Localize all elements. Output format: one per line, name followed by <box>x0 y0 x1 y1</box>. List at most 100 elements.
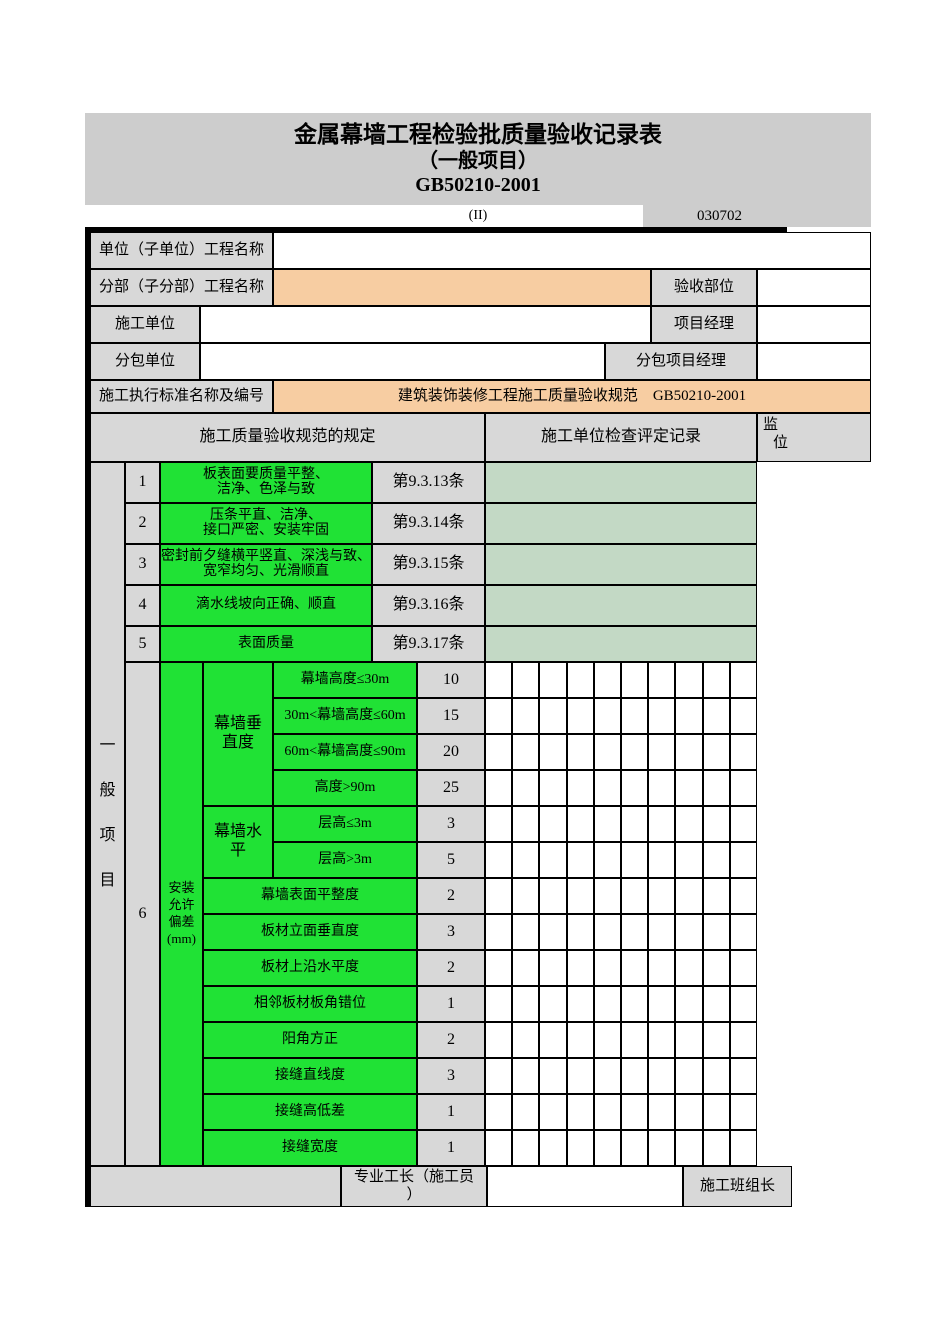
measure-cell[interactable] <box>566 842 594 878</box>
measure-cell[interactable] <box>621 1094 649 1130</box>
measure-cell[interactable] <box>593 662 621 698</box>
measure-cell[interactable] <box>675 1022 703 1058</box>
measure-cell[interactable] <box>729 986 757 1022</box>
measure-cell[interactable] <box>485 806 513 842</box>
measure-cell[interactable] <box>566 734 594 770</box>
measure-cell[interactable] <box>648 1130 676 1166</box>
measure-cell[interactable] <box>702 806 730 842</box>
measure-cell[interactable] <box>512 770 540 806</box>
measure-cell[interactable] <box>485 986 513 1022</box>
measure-cell[interactable] <box>566 986 594 1022</box>
measure-cell[interactable] <box>729 662 757 698</box>
measure-cell[interactable] <box>593 698 621 734</box>
measure-cell[interactable] <box>593 1058 621 1094</box>
measure-cell[interactable] <box>485 1022 513 1058</box>
inspection-record-cell[interactable] <box>485 462 757 503</box>
measure-cell[interactable] <box>593 986 621 1022</box>
measure-cell[interactable] <box>512 806 540 842</box>
measure-cell[interactable] <box>593 770 621 806</box>
measure-cell[interactable] <box>675 842 703 878</box>
measure-cell[interactable] <box>593 1022 621 1058</box>
foreman-signature-field[interactable] <box>487 1166 683 1207</box>
measure-cell[interactable] <box>539 770 567 806</box>
measure-cell[interactable] <box>729 806 757 842</box>
measure-cell[interactable] <box>675 914 703 950</box>
measure-cell[interactable] <box>539 842 567 878</box>
measure-cell[interactable] <box>729 1022 757 1058</box>
measure-cell[interactable] <box>566 1058 594 1094</box>
measure-cell[interactable] <box>675 698 703 734</box>
inspection-record-cell[interactable] <box>485 585 757 626</box>
measure-cell[interactable] <box>566 662 594 698</box>
measure-cell[interactable] <box>648 734 676 770</box>
measure-cell[interactable] <box>512 662 540 698</box>
measure-cell[interactable] <box>539 986 567 1022</box>
measure-cell[interactable] <box>729 842 757 878</box>
measure-cell[interactable] <box>621 806 649 842</box>
measure-cell[interactable] <box>648 1022 676 1058</box>
measure-cell[interactable] <box>621 734 649 770</box>
measure-cell[interactable] <box>648 842 676 878</box>
measure-cell[interactable] <box>621 770 649 806</box>
measure-cell[interactable] <box>512 878 540 914</box>
measure-cell[interactable] <box>648 878 676 914</box>
measure-cell[interactable] <box>512 842 540 878</box>
measure-cell[interactable] <box>729 914 757 950</box>
project-manager-field[interactable] <box>757 306 871 343</box>
measure-cell[interactable] <box>539 1022 567 1058</box>
measure-cell[interactable] <box>539 950 567 986</box>
execution-standard-field[interactable]: 建筑装饰装修工程施工质量验收规范 GB50210-2001 <box>273 380 871 413</box>
measure-cell[interactable] <box>485 842 513 878</box>
measure-cell[interactable] <box>648 1094 676 1130</box>
measure-cell[interactable] <box>702 770 730 806</box>
measure-cell[interactable] <box>539 1094 567 1130</box>
measure-cell[interactable] <box>593 950 621 986</box>
measure-cell[interactable] <box>648 698 676 734</box>
measure-cell[interactable] <box>675 950 703 986</box>
measure-cell[interactable] <box>702 914 730 950</box>
measure-cell[interactable] <box>566 1094 594 1130</box>
measure-cell[interactable] <box>485 698 513 734</box>
measure-cell[interactable] <box>485 914 513 950</box>
measure-cell[interactable] <box>675 1130 703 1166</box>
unit-project-name-field[interactable] <box>273 232 871 269</box>
measure-cell[interactable] <box>621 1130 649 1166</box>
inspection-record-cell[interactable] <box>485 503 757 544</box>
measure-cell[interactable] <box>485 878 513 914</box>
measure-cell[interactable] <box>566 1130 594 1166</box>
measure-cell[interactable] <box>729 1058 757 1094</box>
inspection-record-cell[interactable] <box>485 626 757 662</box>
measure-cell[interactable] <box>648 914 676 950</box>
measure-cell[interactable] <box>702 1130 730 1166</box>
measure-cell[interactable] <box>675 878 703 914</box>
inspection-record-cell[interactable] <box>485 544 757 585</box>
measure-cell[interactable] <box>485 1094 513 1130</box>
measure-cell[interactable] <box>512 1094 540 1130</box>
measure-cell[interactable] <box>593 734 621 770</box>
measure-cell[interactable] <box>485 1058 513 1094</box>
subcontractor-field[interactable] <box>200 343 605 380</box>
measure-cell[interactable] <box>648 950 676 986</box>
measure-cell[interactable] <box>512 1022 540 1058</box>
measure-cell[interactable] <box>648 806 676 842</box>
measure-cell[interactable] <box>648 770 676 806</box>
measure-cell[interactable] <box>593 842 621 878</box>
measure-cell[interactable] <box>485 662 513 698</box>
measure-cell[interactable] <box>593 914 621 950</box>
measure-cell[interactable] <box>675 986 703 1022</box>
measure-cell[interactable] <box>539 698 567 734</box>
measure-cell[interactable] <box>539 914 567 950</box>
measure-cell[interactable] <box>485 770 513 806</box>
measure-cell[interactable] <box>593 1130 621 1166</box>
measure-cell[interactable] <box>485 950 513 986</box>
measure-cell[interactable] <box>566 698 594 734</box>
measure-cell[interactable] <box>648 1058 676 1094</box>
measure-cell[interactable] <box>729 698 757 734</box>
measure-cell[interactable] <box>512 914 540 950</box>
measure-cell[interactable] <box>729 734 757 770</box>
measure-cell[interactable] <box>512 734 540 770</box>
measure-cell[interactable] <box>539 734 567 770</box>
measure-cell[interactable] <box>621 1058 649 1094</box>
measure-cell[interactable] <box>702 842 730 878</box>
measure-cell[interactable] <box>621 662 649 698</box>
